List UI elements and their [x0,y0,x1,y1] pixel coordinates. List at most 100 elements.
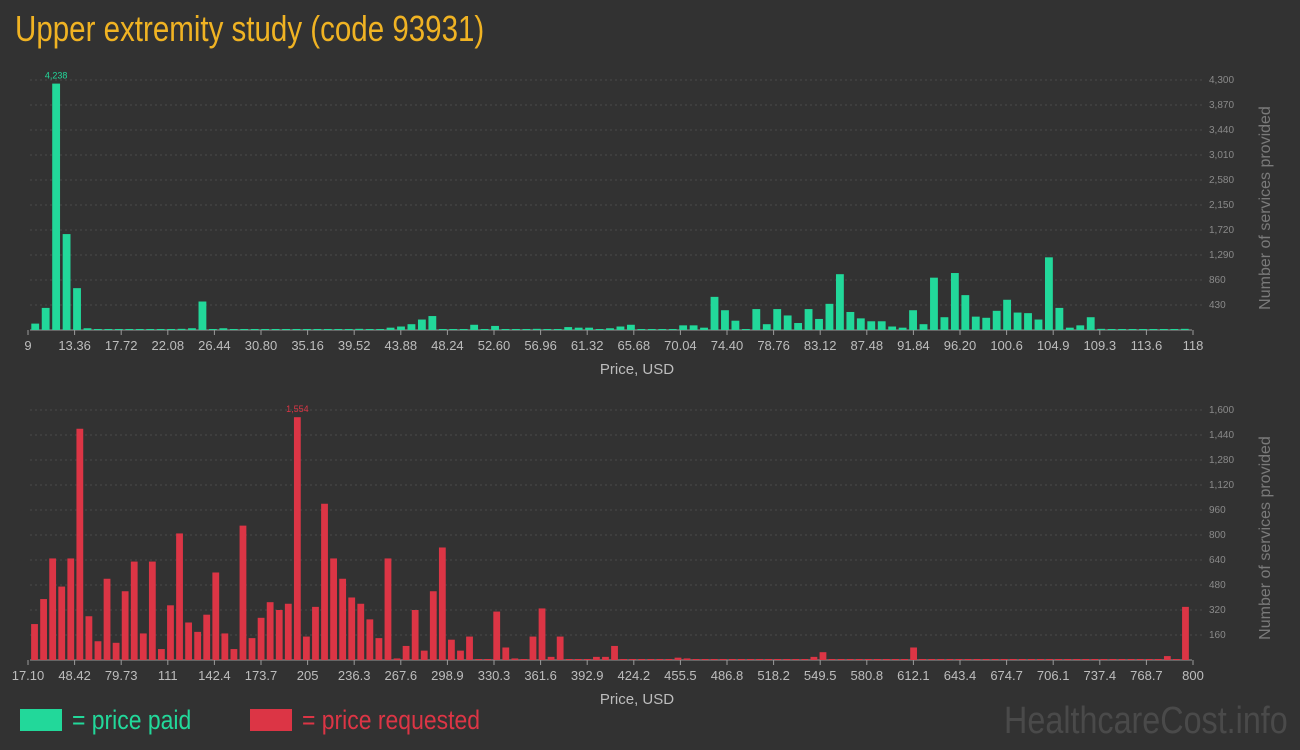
paid-x-tick-label: 22.08 [152,338,185,353]
requested-bar [756,659,763,660]
requested-bar [565,659,573,660]
requested-bar [828,659,836,660]
requested-bar [982,659,990,660]
requested-bar [583,659,591,660]
requested-bar [801,659,809,660]
paid-bar [668,329,677,330]
paid-x-tick-label: 52.60 [478,338,511,353]
paid-x-tick-label: 83.12 [804,338,837,353]
requested-x-tick-label: 424.2 [618,668,651,683]
requested-bar [738,659,745,660]
requested-bar [1000,659,1008,660]
paid-bar [1107,329,1116,330]
paid-y-tick-label: 1,720 [1209,225,1234,236]
requested-bar [112,642,120,660]
paid-bar [762,324,771,330]
requested-x-tick-label: 612.1 [897,668,930,683]
requested-x-tick-label: 706.1 [1037,668,1070,683]
paid-bar [919,324,928,330]
paid-bar [700,327,708,330]
legend-swatch-paid [20,709,62,731]
requested-bar [973,659,981,660]
requested-bar [674,657,682,660]
paid-bar [731,320,740,330]
paid-x-tick-label: 35.16 [291,338,324,353]
requested-bar [502,647,510,660]
requested-x-tick-label: 48.42 [58,668,91,683]
requested-bar [402,645,410,660]
requested-bar [366,619,374,660]
paid-bar [1013,312,1022,330]
requested-bar [1118,659,1126,660]
requested-bar [728,659,736,660]
requested-y-tick-label: 320 [1209,605,1226,616]
paid-bar [856,318,865,330]
requested-bar [1109,659,1117,660]
paid-bar [888,326,897,330]
paid-bar [898,327,907,330]
paid-y-tick-label: 3,440 [1209,125,1234,136]
paid-bar [438,329,447,330]
paid-bar [386,327,395,330]
paid-bar [344,329,353,330]
paid-bar [867,321,876,330]
paid-y-tick-label: 3,010 [1209,150,1234,161]
requested-bar [747,659,754,660]
requested-bar [620,659,627,660]
requested-bar [647,659,655,660]
requested-bar [466,636,473,660]
requested-bar [656,659,664,660]
paid-bar [156,329,165,330]
requested-y-tick-label: 960 [1209,505,1226,516]
requested-bar [203,614,211,660]
requested-x-tick-label: 643.4 [944,668,977,683]
requested-x-axis-label: Price, USD [600,691,674,708]
requested-bar [330,558,337,660]
paid-bar [1024,313,1032,330]
paid-y-tick-label: 1,290 [1209,250,1234,261]
requested-x-tick-label: 455.5 [664,668,697,683]
requested-y-tick-label: 480 [1209,580,1226,591]
requested-bar [357,603,365,660]
paid-bar [188,328,196,330]
requested-bar [529,636,537,660]
paid-bar [229,329,238,330]
legend-item-paid: = price paid [20,705,212,735]
paid-bar [177,328,186,330]
paid-y-tick-label: 860 [1209,275,1226,286]
price-paid-chart: 430 860 1,290 1,720 2,150 2,580 3,010 3,440 3,87… [24,71,1274,378]
paid-bar [1170,329,1179,330]
requested-y-tick-label: 1,120 [1209,480,1234,491]
requested-bar [484,659,492,660]
paid-bar [1086,317,1095,330]
paid-bar [459,329,468,330]
paid-bar [741,329,750,330]
requested-bar [1173,659,1180,660]
requested-bar [873,659,881,660]
requested-x-tick-label: 173.7 [245,668,278,683]
requested-bar [774,659,782,660]
requested-x-tick-label: 111 [158,668,178,683]
paid-bar [31,323,40,330]
requested-bar [130,561,138,660]
paid-bar [1097,328,1106,330]
requested-bar [937,659,945,660]
requested-y-axis-label: Number of services provided [1257,436,1274,640]
paid-bar [794,323,803,330]
requested-bar [593,656,600,660]
paid-x-tick-label: 56.96 [524,338,557,353]
requested-x-tick-label: 361.6 [524,668,557,683]
paid-bar [355,328,364,330]
paid-bar [1045,257,1053,330]
requested-bar [375,638,383,660]
paid-bar [1076,325,1085,330]
requested-bar [910,647,917,660]
requested-bar [167,605,174,660]
requested-bar [819,652,827,660]
requested-y-tick-label: 1,600 [1209,405,1234,416]
requested-bar [547,656,555,660]
requested-bar [556,636,564,660]
requested-bar [85,616,93,660]
requested-bar [158,649,165,660]
paid-bar [564,327,573,330]
